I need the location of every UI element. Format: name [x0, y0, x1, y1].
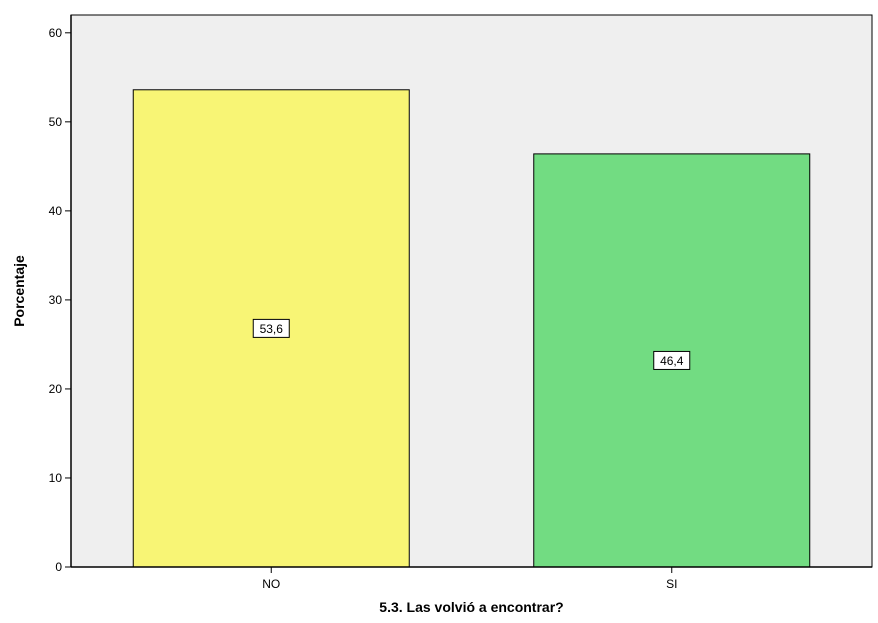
- y-tick-label: 40: [49, 204, 63, 218]
- y-tick-label: 30: [49, 293, 63, 307]
- data-label-box: [653, 350, 691, 370]
- data-label-text: 53,6: [260, 322, 284, 336]
- data-label-text: 46,4: [660, 354, 684, 368]
- y-axis-ticks: 0 10 20 30 40 50 60: [49, 26, 71, 574]
- data-label-box: [252, 318, 290, 338]
- x-axis-title: 5.3. Las volvió a encontrar?: [379, 599, 563, 615]
- x-tick-label: SI: [666, 577, 677, 591]
- y-tick-label: 10: [49, 471, 63, 485]
- y-tick-label: 60: [49, 26, 63, 40]
- data-label: 53,6: [252, 318, 290, 338]
- y-axis-title: Porcentaje: [11, 255, 27, 327]
- y-tick-label: 50: [49, 115, 63, 129]
- y-tick-label: 0: [55, 560, 62, 574]
- data-label: 46,4: [653, 350, 691, 370]
- x-tick-label: NO: [262, 577, 280, 591]
- x-axis-ticks: NO SI: [262, 567, 677, 591]
- y-tick-label: 20: [49, 382, 63, 396]
- data-labels: 53,6 46,4: [252, 318, 691, 370]
